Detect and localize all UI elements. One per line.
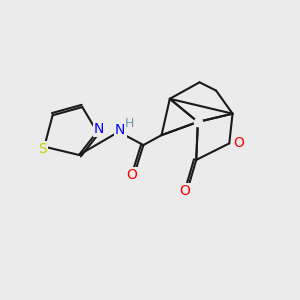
- Text: H: H: [125, 117, 134, 130]
- Text: S: S: [38, 142, 47, 156]
- Text: N: N: [94, 122, 104, 136]
- Text: O: O: [126, 168, 137, 182]
- Text: O: O: [233, 136, 244, 150]
- Text: O: O: [179, 184, 190, 198]
- Text: N: N: [115, 123, 125, 137]
